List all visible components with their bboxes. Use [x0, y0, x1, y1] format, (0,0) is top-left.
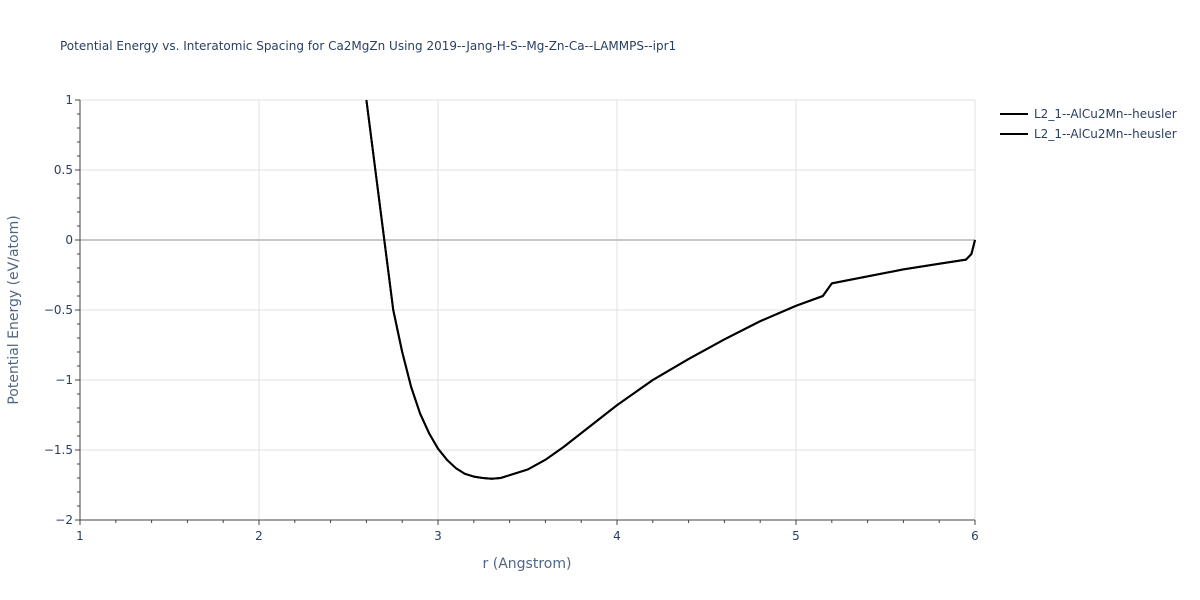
- plot-area: [365, 99, 976, 480]
- legend-item-1[interactable]: L2_1--AlCu2Mn--heusler: [1000, 107, 1177, 121]
- series-line-1: [365, 99, 976, 480]
- grid: [79, 99, 976, 521]
- y-axis-ticks: −2 −1.5 −1 −0.5 0 0.5 1: [44, 93, 80, 527]
- legend-label: L2_1--AlCu2Mn--heusler: [1034, 107, 1177, 121]
- y-axis-title: Potential Energy (eV/atom): [6, 215, 22, 404]
- y-tick-label: 1: [65, 93, 73, 107]
- x-tick-label: 4: [613, 529, 621, 543]
- y-tick-label: −1.5: [44, 443, 73, 457]
- y-tick-label: 0: [65, 233, 73, 247]
- legend[interactable]: L2_1--AlCu2Mn--heusler L2_1--AlCu2Mn--heu…: [1000, 107, 1177, 141]
- chart-title: Potential Energy vs. Interatomic Spacing…: [60, 39, 676, 53]
- y-tick-label: −2: [55, 513, 73, 527]
- x-tick-label: 2: [255, 529, 263, 543]
- y-tick-label: 0.5: [54, 163, 73, 177]
- legend-item-2[interactable]: L2_1--AlCu2Mn--heusler: [1000, 127, 1177, 141]
- x-tick-label: 1: [76, 529, 84, 543]
- y-tick-label: −1: [55, 373, 73, 387]
- series-line-2: [365, 99, 976, 480]
- legend-label: L2_1--AlCu2Mn--heusler: [1034, 127, 1177, 141]
- x-tick-label: 6: [971, 529, 979, 543]
- x-tick-label: 3: [434, 529, 442, 543]
- y-tick-label: −0.5: [44, 303, 73, 317]
- x-axis-title: r (Angstrom): [483, 556, 572, 572]
- x-tick-label: 5: [792, 529, 800, 543]
- x-axis-ticks: 1 2 3 4 5 6: [76, 520, 979, 543]
